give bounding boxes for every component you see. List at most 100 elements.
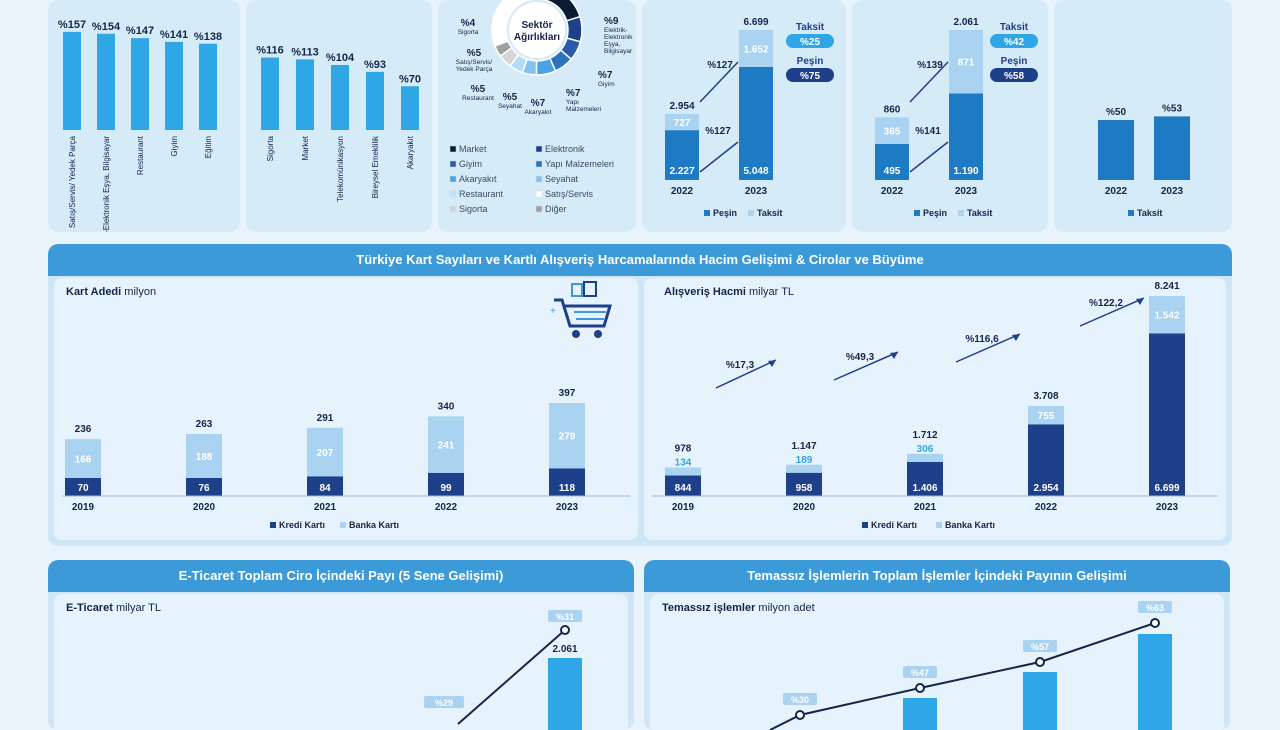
- legend-swatch: [449, 175, 457, 183]
- legend-swatch: [862, 522, 868, 528]
- legend-label: Akaryakıt: [459, 174, 497, 184]
- side-pct-box: [990, 34, 1038, 48]
- banka-value: 166: [75, 455, 92, 466]
- year-label: 2020: [793, 502, 816, 513]
- side-pct: %58: [1004, 71, 1024, 82]
- side-pct-box: [990, 68, 1038, 82]
- pct-box: [903, 666, 937, 678]
- side-pct: %42: [1004, 37, 1024, 48]
- banka-value: 134: [675, 458, 692, 469]
- kredi-bar: [65, 478, 101, 496]
- eticaret-share-point: [560, 625, 570, 635]
- sector-growth-chart-1: %157 Satış/Servis/ Yedek Parça %154 Elektri…: [58, 19, 222, 232]
- taksit-value: 1.652: [743, 44, 768, 55]
- card-volume-header: Türkiye Kart Sayıları ve Kartlı Alışveri…: [48, 244, 1232, 276]
- donut-callout-pct: %7: [598, 70, 613, 81]
- shopping-volume-subpanel: Alışveriş Hacmi milyar TL 844 134 978 2019 9…: [644, 278, 1226, 540]
- growth-arrow: [909, 141, 949, 173]
- donut-callout-pct: %5: [503, 92, 518, 103]
- legend-label: Taksit: [967, 208, 992, 218]
- total-value: 6.699: [743, 17, 768, 28]
- pct-box: [1023, 640, 1057, 652]
- banka-bar: [1149, 296, 1185, 334]
- donut-callout-label: Restaurant: [462, 95, 494, 102]
- eticaret-chart: 2.061 %31 %29: [424, 610, 582, 730]
- sector-category-label: Telekomünikasyon: [336, 136, 345, 202]
- banka-value: 1.542: [1154, 311, 1179, 322]
- banka-bar: [428, 416, 464, 473]
- total-value: 1.712: [912, 430, 937, 441]
- pct-box: [783, 693, 817, 705]
- sector-bar-label: %93: [364, 59, 386, 71]
- total-value: 291: [317, 413, 334, 424]
- kredi-value: 6.699: [1154, 483, 1179, 494]
- side-pct-box: [786, 68, 834, 82]
- card-count-chart: 70 166 236 2019 76 188 263 2020 84 207 291 2021 99 24…: [62, 388, 630, 530]
- taksit-value: 365: [884, 127, 901, 138]
- taksit-share-panel: %50 2022 %53 2023 Taksit: [1054, 0, 1232, 232]
- sector-category-label: Bireysel Emeklilik: [371, 135, 380, 198]
- donut-center: [509, 2, 565, 58]
- sector-bar: [63, 31, 81, 130]
- donut-callout-label: Elektronik: [604, 34, 633, 41]
- donut-callout-pct: %5: [471, 84, 486, 95]
- kredi-bar: [186, 478, 222, 496]
- sector-category-label: Sigorta: [266, 135, 275, 161]
- donut-callout-pct: %7: [531, 98, 546, 109]
- eticaret-share-line: [457, 629, 566, 725]
- donut-center-label: Sektör: [521, 20, 552, 31]
- side-pct-box: [786, 34, 834, 48]
- eticaret-bar: [548, 658, 582, 730]
- card-count-subpanel: Kart Adedi milyon + 70 166 236 2019 76 188 263…: [54, 278, 638, 540]
- year-label: 2022: [435, 502, 458, 513]
- temassiz-share-pct: %47: [911, 668, 929, 678]
- year-label: 2023: [1161, 186, 1184, 197]
- year-label: 2023: [556, 502, 579, 513]
- year-label: 2022: [1105, 186, 1128, 197]
- temassiz-panel: Temassız İşlemlerin Toplam İşlemler İçin…: [644, 560, 1230, 730]
- sector-weights-donut: SektörAğırlıkları%9Elektrik-ElektronikEş…: [449, 0, 633, 214]
- legend-label: Kredi Kartı: [279, 520, 325, 530]
- eticaret-panel: E-Ticaret Toplam Ciro İçindeki Payı (5 S…: [48, 560, 634, 730]
- growth-arrow: [955, 333, 1021, 363]
- pesin-bar: [949, 93, 983, 180]
- banka-bar: [549, 403, 585, 469]
- sector-bar: [131, 38, 149, 130]
- temassiz-share-pct: %57: [1031, 642, 1049, 652]
- taksit-bar: [875, 117, 909, 144]
- sector-weights-panel: Sektör Ağırlıkları %9 Elektrik- Elektronik Eş…: [438, 0, 636, 232]
- temassiz-bar: [1023, 672, 1057, 730]
- shopping-cart-icon: +: [550, 281, 613, 338]
- legend-label: Sigorta: [459, 204, 488, 214]
- banka-bar: [665, 467, 701, 476]
- banka-bar: [907, 453, 943, 462]
- kredi-value: 84: [319, 483, 331, 494]
- banka-bar: [186, 433, 222, 478]
- growth-label: %49,3: [846, 352, 875, 363]
- sector-category-label: Giyim: [170, 136, 179, 157]
- kredi-bar: [786, 472, 822, 496]
- legend-label: Taksit: [757, 208, 782, 218]
- donut-slice: [491, 0, 529, 47]
- temassiz-subpanel: Temassız işlemler milyon adet %30 %47 %57%…: [650, 594, 1224, 730]
- temassiz-bar: [1138, 634, 1172, 730]
- sector-bar: [165, 41, 183, 130]
- kredi-value: 118: [559, 483, 576, 494]
- banka-bar: [65, 439, 101, 478]
- legend-swatch: [936, 522, 942, 528]
- sector-category-label: Satış/Servis/ Yedek Parça: [68, 135, 77, 228]
- year-label: 2023: [1156, 502, 1179, 513]
- banka-bar: [786, 464, 822, 473]
- sector-bar: [199, 43, 217, 130]
- total-value: 8.241: [1154, 281, 1179, 292]
- total-value: 3.708: [1033, 391, 1058, 402]
- legend-label: Diğer: [545, 204, 567, 214]
- eticaret-header: E-Ticaret Toplam Ciro İçindeki Payı (5 S…: [48, 560, 634, 592]
- card-count-title: Kart Adedi milyon: [66, 286, 157, 298]
- taksit-share-label: %53: [1162, 103, 1182, 114]
- donut-callout-pct: %5: [467, 48, 482, 59]
- pesin-bar: [739, 66, 773, 180]
- sector-bar-label: %113: [291, 46, 319, 58]
- taksit-bar: [739, 29, 773, 67]
- growth-arrow-head: [1136, 298, 1144, 305]
